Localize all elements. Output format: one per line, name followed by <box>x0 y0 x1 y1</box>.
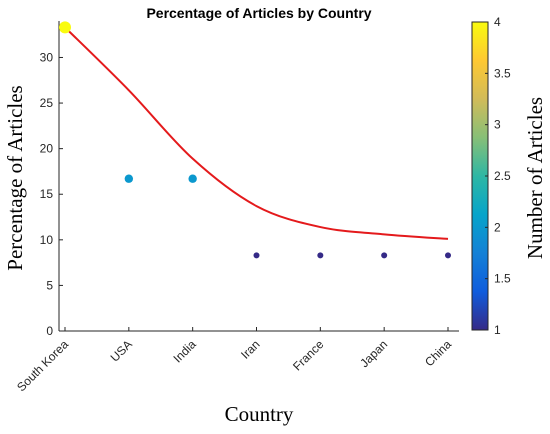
data-point <box>59 21 71 34</box>
data-point <box>381 252 388 259</box>
y-tick-label: 10 <box>40 233 54 247</box>
trend-line-group <box>64 26 449 240</box>
colorbar-tick-label: 2.5 <box>494 169 511 183</box>
trend-line <box>64 26 449 240</box>
colorbar-tick-label: 2 <box>494 220 501 234</box>
colorbar-tick-label: 4 <box>494 15 501 29</box>
data-point <box>124 174 134 183</box>
x-tick-label: China <box>422 337 454 369</box>
x-tick-label: Japan <box>357 337 390 370</box>
colorbar-group: 1 1.5 2 2.5 3 3.5 4 <box>471 15 511 337</box>
colorbar-tick-label: 3.5 <box>494 66 511 80</box>
y-tick-label: 25 <box>40 96 54 110</box>
axes-group: 0 5 10 15 20 25 30 South Korea USA India Iran Franc… <box>14 21 459 394</box>
data-point <box>445 252 451 259</box>
x-tick-label: India <box>170 337 199 366</box>
y-tick-label: 5 <box>46 278 53 292</box>
x-tick-label: France <box>290 337 327 374</box>
colorbar-label: Number of Articles <box>523 97 547 259</box>
y-tick-label: 15 <box>40 187 54 201</box>
data-point <box>253 252 260 259</box>
colorbar-tick-label: 1.5 <box>494 272 511 286</box>
x-axis-label: Country <box>225 402 294 426</box>
data-points-group <box>59 21 451 259</box>
data-point <box>188 174 197 183</box>
x-tick-label: USA <box>108 337 135 364</box>
chart-title: Percentage of Articles by Country <box>146 5 371 21</box>
x-tick-label: Iran <box>238 337 263 362</box>
colorbar-tick-label: 3 <box>494 118 501 132</box>
y-tick-label: 0 <box>46 324 53 338</box>
y-axis-label: Percentage of Articles <box>3 85 27 270</box>
colorbar-tick-label: 1 <box>494 323 501 337</box>
x-tick-label: South Korea <box>14 337 71 394</box>
y-tick-label: 30 <box>40 50 54 64</box>
data-point <box>317 252 324 259</box>
y-tick-label: 20 <box>40 142 54 156</box>
